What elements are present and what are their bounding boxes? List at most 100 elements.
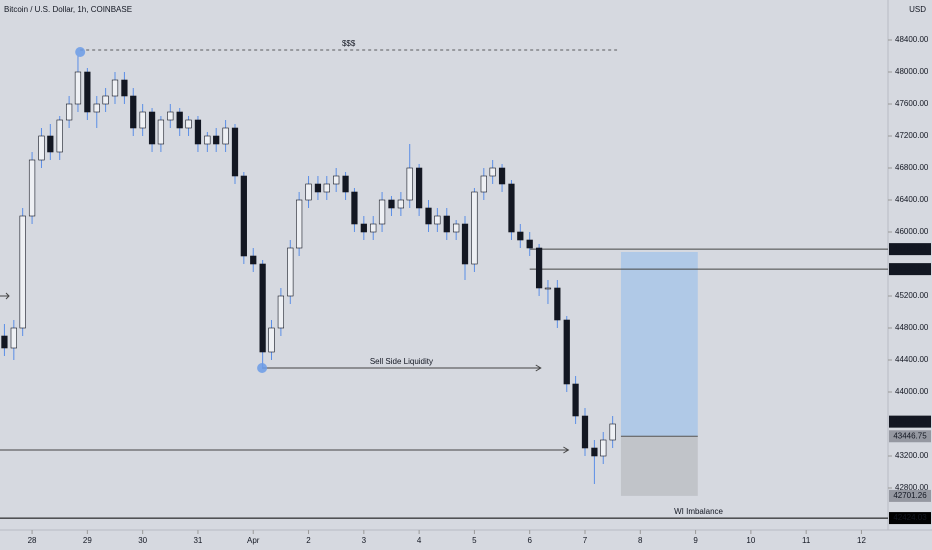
candle-body: [378, 199, 386, 225]
level-arrow: [535, 364, 542, 372]
candle-body: [333, 175, 340, 185]
y-tick-label: 44400.00: [895, 355, 929, 364]
candle-body: [563, 319, 570, 385]
candle-body: [250, 255, 257, 265]
price-tag: [889, 243, 931, 256]
price-tag: [889, 512, 931, 525]
y-tick-label: 43200.00: [895, 451, 929, 460]
candle-body: [508, 183, 515, 233]
marker: [257, 363, 268, 373]
candle-body: [204, 135, 211, 145]
level-label: WI Imbalance: [674, 507, 723, 516]
y-tick-label: 47200.00: [895, 131, 929, 140]
price-tag-label: 42701.26: [893, 491, 927, 500]
y-tick-label: 46000.00: [895, 227, 929, 236]
x-tick-label: 4: [417, 536, 422, 545]
candle-body: [489, 167, 496, 177]
x-tick-label: 28: [28, 536, 37, 545]
level-arrow: [563, 446, 570, 454]
x-tick-label: 7: [583, 536, 588, 545]
candle-body: [240, 175, 247, 257]
candle-body: [93, 103, 100, 113]
x-tick-label: 2: [306, 536, 311, 545]
candle-body: [581, 415, 589, 449]
candle-body: [526, 239, 533, 249]
candle-body: [453, 223, 460, 233]
candle-body: [572, 383, 579, 417]
candle-body: [342, 175, 349, 193]
position-loss: [620, 436, 698, 496]
y-tick-label: 48000.00: [895, 67, 929, 76]
x-tick-label: 10: [746, 536, 755, 545]
y-tick-label: 46800.00: [895, 163, 929, 172]
candle-body: [259, 263, 266, 353]
y-tick-label: 47600.00: [895, 99, 929, 108]
level-label: $$$: [342, 39, 356, 48]
candle-body: [554, 287, 561, 321]
candle-body: [231, 127, 239, 177]
level-label: Sell Side Liquidity: [370, 357, 433, 366]
candle-body: [111, 79, 119, 97]
position-profit: [620, 252, 698, 437]
left-arrow: [0, 292, 10, 300]
candle-body: [130, 95, 137, 129]
price-tag: [889, 430, 931, 443]
marker: [75, 47, 86, 57]
candle-body: [121, 79, 128, 97]
x-tick-label: 12: [857, 536, 866, 545]
x-tick-label: 11: [802, 536, 811, 545]
price-tag: [889, 489, 931, 502]
candle-body: [19, 215, 26, 329]
price-tag-label: 45785.94: [893, 244, 927, 253]
candle-body: [56, 119, 63, 153]
x-tick-label: 6: [527, 536, 532, 545]
x-tick-label: 30: [138, 536, 147, 545]
price-tag: [889, 263, 931, 276]
candle-body: [544, 287, 552, 290]
x-tick-label: 31: [193, 536, 202, 545]
x-tick-label: 8: [638, 536, 643, 545]
price-tag: [889, 415, 931, 428]
candle-body: [194, 119, 202, 145]
candle-body: [185, 119, 192, 129]
candle-body: [167, 111, 174, 121]
y-tick-label: 45200.00: [895, 291, 929, 300]
chart-title: Bitcoin / U.S. Dollar, 1h, COINBASE: [4, 5, 132, 14]
candle-body: [1, 335, 8, 349]
price-tag-label: 43446.75: [893, 431, 927, 440]
y-tick-label: 44800.00: [895, 323, 929, 332]
price-tag-label: 42424.03: [893, 513, 927, 522]
candle-body: [305, 183, 312, 201]
y-tick-label: 46400.00: [895, 195, 929, 204]
candle-body: [480, 175, 487, 193]
candle-body: [415, 167, 423, 209]
candle-body: [609, 423, 616, 441]
price-tag-label: 45535.99: [893, 264, 927, 273]
candle-body: [287, 247, 294, 297]
candle-body: [65, 103, 73, 121]
candle-body: [351, 191, 358, 225]
candle-body: [176, 111, 183, 129]
y-tick-label: 42800.00: [895, 483, 929, 492]
y-tick-label: 44000.00: [895, 387, 929, 396]
candle-body: [600, 439, 607, 457]
price-tag-label: 43629.56: [893, 417, 927, 426]
candle-body: [397, 199, 404, 209]
candle-body: [102, 95, 109, 105]
candle-body: [591, 447, 598, 457]
x-tick-label: 5: [472, 536, 477, 545]
candle-body: [10, 327, 17, 349]
candle-body: [323, 183, 330, 193]
candle-body: [84, 71, 91, 113]
candle-body: [139, 111, 146, 129]
candle-body: [360, 223, 367, 233]
candle-body: [47, 135, 54, 153]
candle-body: [213, 135, 220, 145]
candle-body: [443, 215, 450, 233]
candle-body: [425, 207, 432, 225]
currency: USD: [909, 5, 926, 14]
candle-body: [461, 223, 469, 265]
candle-body: [222, 127, 229, 145]
